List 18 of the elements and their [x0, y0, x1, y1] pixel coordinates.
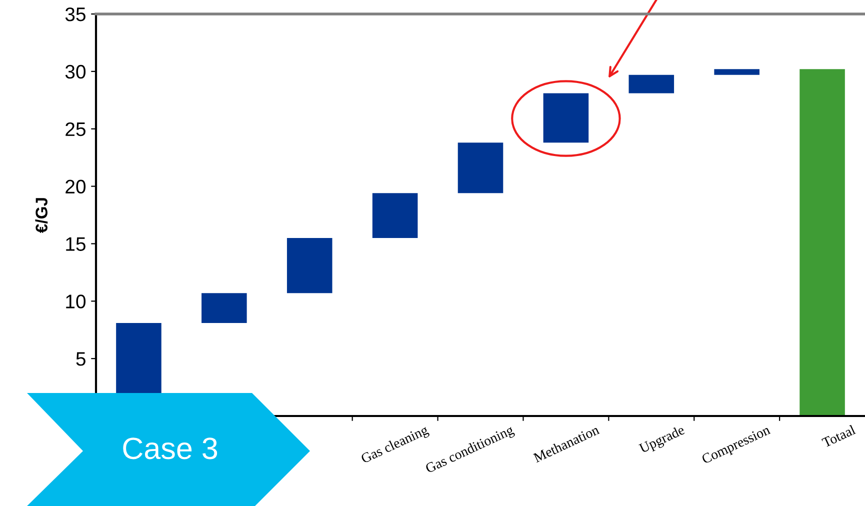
y-axis-title: €/GJ — [35, 198, 48, 233]
bar — [372, 193, 418, 238]
bar — [543, 93, 589, 143]
bar — [286, 238, 332, 294]
y-tick-label: 15 — [66, 237, 86, 251]
y-tick-label: 35 — [65, 7, 86, 22]
text: Case 3 — [123, 438, 218, 460]
y-tick-label: 25 — [66, 122, 86, 136]
y-tick-label: 30 — [65, 64, 86, 79]
bar — [628, 74, 674, 94]
bar — [714, 69, 760, 75]
y-tick-label: 5 — [76, 352, 86, 366]
bar — [800, 69, 845, 416]
y-tick-label: 20 — [66, 180, 86, 194]
bar — [458, 142, 504, 194]
y-tick-label: 10 — [66, 294, 86, 308]
bar — [202, 293, 247, 323]
x-tick-label: Totaal — [821, 424, 856, 448]
